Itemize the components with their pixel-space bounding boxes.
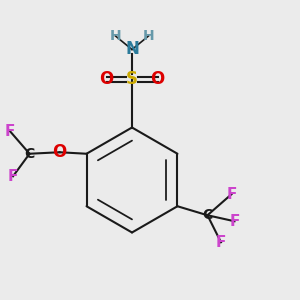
Text: C: C — [24, 147, 35, 161]
Text: O: O — [150, 70, 165, 88]
Text: F: F — [216, 235, 226, 250]
Text: O: O — [99, 70, 114, 88]
Text: F: F — [226, 187, 237, 202]
Text: O: O — [52, 143, 67, 161]
Text: H: H — [110, 29, 121, 43]
Text: H: H — [143, 29, 154, 43]
Text: S: S — [126, 70, 138, 88]
Text: F: F — [229, 214, 240, 229]
Text: N: N — [125, 40, 139, 58]
Text: F: F — [8, 169, 18, 184]
Text: C: C — [202, 208, 213, 222]
Text: F: F — [5, 124, 15, 139]
